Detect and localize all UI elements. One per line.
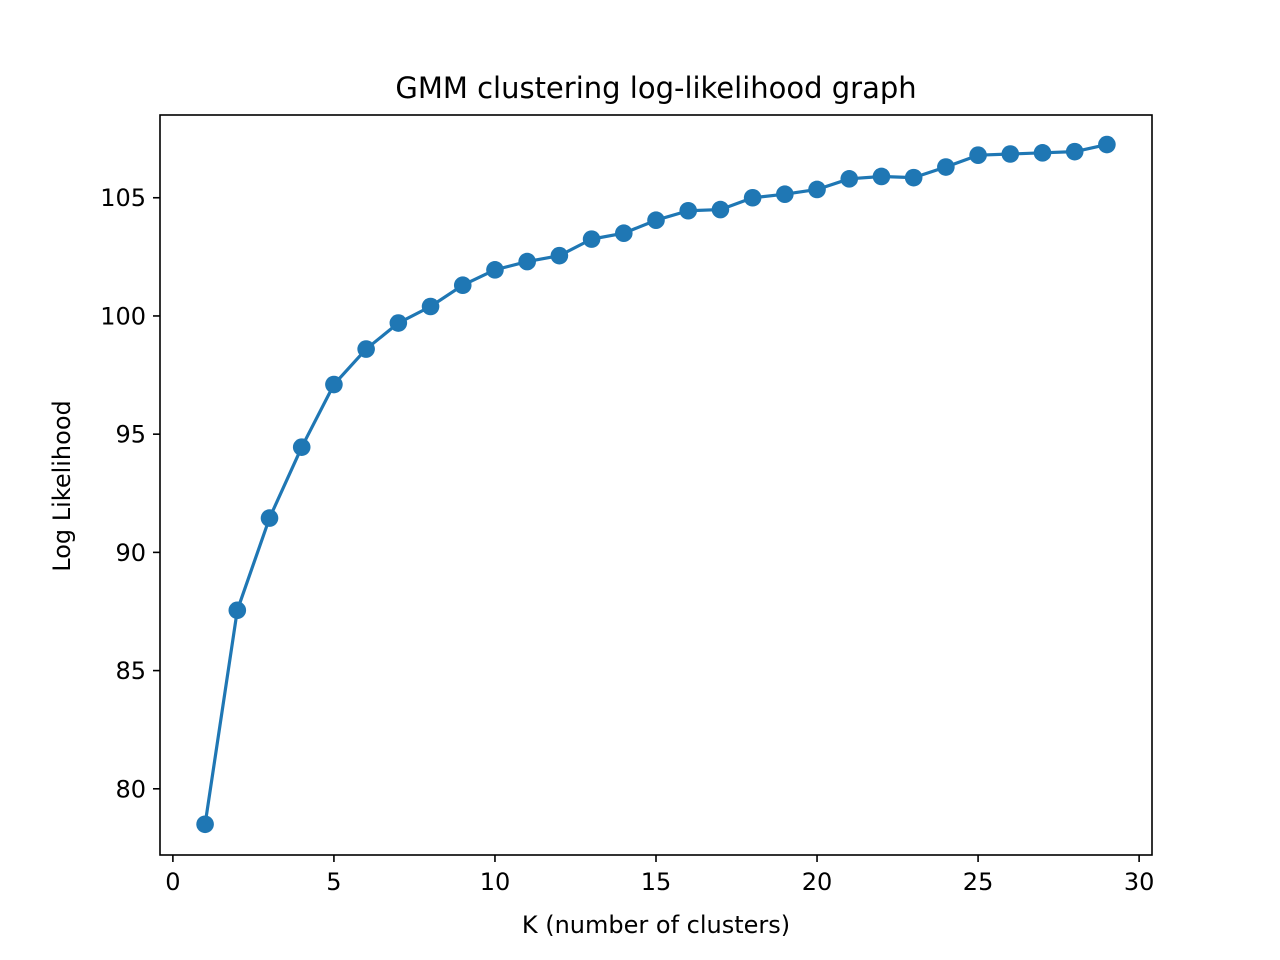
- x-tick-label: 20: [802, 868, 833, 896]
- x-tick-label: 0: [165, 868, 180, 896]
- x-tick-label: 25: [963, 868, 994, 896]
- data-point: [196, 815, 214, 834]
- data-point: [518, 252, 536, 271]
- chart-title: GMM clustering log-likelihood graph: [395, 71, 916, 105]
- data-point: [260, 509, 279, 527]
- data-point: [1065, 142, 1084, 161]
- data-point: [550, 246, 569, 265]
- data-point: [486, 261, 504, 279]
- x-tick-label: 15: [641, 868, 672, 896]
- data-point: [453, 276, 472, 295]
- data-point: [904, 168, 923, 187]
- data-point: [743, 188, 762, 207]
- x-tick-label: 30: [1124, 868, 1155, 896]
- y-tick-label: 95: [115, 421, 146, 449]
- y-axis-label: Log Likelihood: [48, 400, 76, 572]
- data-point: [679, 201, 698, 220]
- x-tick-label: 10: [480, 868, 511, 896]
- data-point: [582, 230, 601, 248]
- data-point: [357, 340, 375, 358]
- data-point: [711, 200, 730, 219]
- axis-ticks: 0 5 10 15 20 25 30 80 85 90 95 100 105: [100, 184, 1154, 896]
- data-point: [969, 146, 987, 164]
- data-point: [1001, 145, 1020, 163]
- data-point: [421, 297, 440, 316]
- y-tick-label: 100: [100, 302, 146, 330]
- plot-area: [196, 135, 1116, 834]
- data-point: [292, 438, 311, 456]
- y-tick-label: 105: [100, 184, 146, 212]
- data-point: [1033, 144, 1052, 162]
- data-point: [840, 170, 859, 188]
- data-point: [389, 314, 408, 332]
- data-point: [325, 375, 343, 394]
- data-point: [776, 185, 794, 204]
- data-point: [228, 601, 247, 620]
- y-tick-label: 80: [115, 775, 146, 803]
- y-tick-label: 85: [115, 657, 146, 685]
- data-point: [808, 180, 826, 199]
- data-point: [614, 224, 633, 243]
- x-axis-label: K (number of clusters): [522, 911, 790, 939]
- data-point: [872, 167, 891, 186]
- data-point: [1098, 135, 1116, 154]
- axes-frame: [159, 114, 1153, 856]
- y-tick-label: 90: [115, 539, 146, 567]
- data-point: [937, 158, 955, 176]
- data-point: [647, 211, 665, 230]
- x-tick-label: 5: [326, 868, 341, 896]
